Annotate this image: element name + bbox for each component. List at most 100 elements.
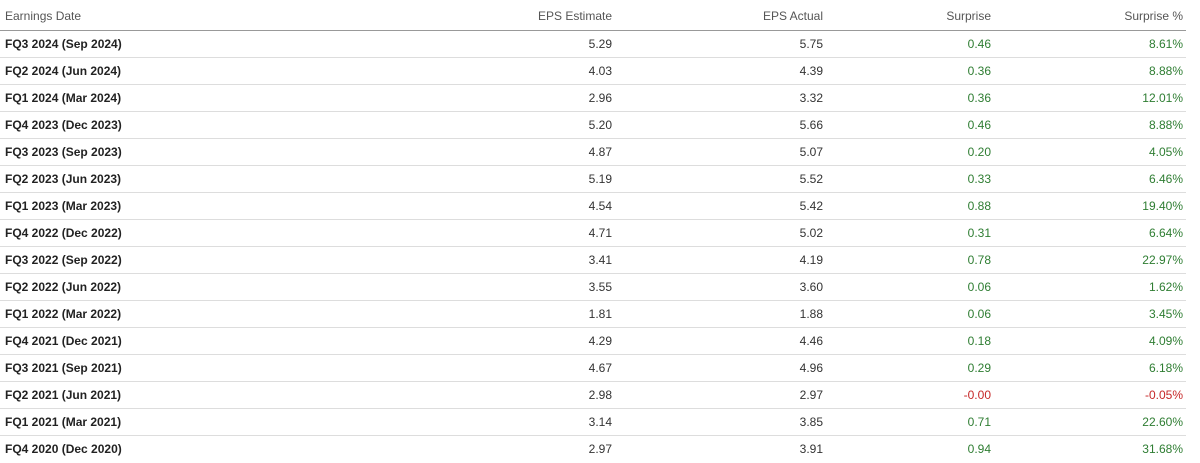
surprise-cell: 0.46 bbox=[967, 118, 991, 132]
eps-estimate-cell: 4.71 bbox=[588, 226, 612, 240]
surprise-cell: 0.06 bbox=[967, 307, 991, 321]
surprise-percent-cell: 6.46% bbox=[1148, 172, 1183, 186]
table-row: FQ4 2020 (Dec 2020) 2.97 3.91 0.94 31.68% bbox=[0, 436, 1186, 463]
surprise-percent-cell: 19.40% bbox=[1142, 199, 1183, 213]
earnings-date-cell: FQ2 2021 (Jun 2021) bbox=[5, 388, 122, 402]
eps-actual-cell: 2.97 bbox=[799, 388, 823, 402]
earnings-date-cell: FQ1 2022 (Mar 2022) bbox=[5, 307, 122, 321]
surprise-cell: 0.06 bbox=[967, 280, 991, 294]
surprise-percent-cell: 4.05% bbox=[1148, 145, 1183, 159]
table-row: FQ4 2021 (Dec 2021) 4.29 4.46 0.18 4.09% bbox=[0, 328, 1186, 355]
header-earnings-date[interactable]: Earnings Date bbox=[5, 9, 82, 23]
earnings-date-cell: FQ3 2024 (Sep 2024) bbox=[5, 37, 122, 51]
eps-estimate-cell: 1.81 bbox=[588, 307, 612, 321]
eps-estimate-cell: 5.29 bbox=[588, 37, 612, 51]
earnings-date-cell: FQ4 2022 (Dec 2022) bbox=[5, 226, 122, 240]
eps-estimate-cell: 3.14 bbox=[588, 415, 612, 429]
header-surprise-percent[interactable]: Surprise % bbox=[1124, 9, 1183, 23]
surprise-percent-cell: 31.68% bbox=[1142, 442, 1183, 456]
eps-estimate-cell: 2.98 bbox=[588, 388, 612, 402]
surprise-cell: 0.36 bbox=[967, 91, 991, 105]
earnings-date-cell: FQ2 2023 (Jun 2023) bbox=[5, 172, 122, 186]
surprise-cell: 0.94 bbox=[967, 442, 991, 456]
eps-estimate-cell: 3.55 bbox=[588, 280, 612, 294]
surprise-cell: 0.29 bbox=[967, 361, 991, 375]
surprise-percent-cell: 4.09% bbox=[1148, 334, 1183, 348]
eps-actual-cell: 5.52 bbox=[799, 172, 823, 186]
table-row: FQ4 2022 (Dec 2022) 4.71 5.02 0.31 6.64% bbox=[0, 220, 1186, 247]
eps-actual-cell: 3.85 bbox=[799, 415, 823, 429]
header-eps-actual[interactable]: EPS Actual bbox=[762, 9, 823, 23]
eps-estimate-cell: 2.96 bbox=[588, 91, 612, 105]
table-row: FQ2 2021 (Jun 2021) 2.98 2.97 -0.00 -0.05% bbox=[0, 382, 1186, 409]
table-row: FQ3 2024 (Sep 2024) 5.29 5.75 0.46 8.61% bbox=[0, 31, 1186, 58]
surprise-cell: 0.18 bbox=[967, 334, 991, 348]
earnings-date-cell: FQ4 2021 (Dec 2021) bbox=[5, 334, 122, 348]
eps-actual-cell: 3.32 bbox=[799, 91, 823, 105]
eps-actual-cell: 5.42 bbox=[799, 199, 823, 213]
table-row: FQ1 2024 (Mar 2024) 2.96 3.32 0.36 12.01% bbox=[0, 85, 1186, 112]
surprise-percent-cell: 6.64% bbox=[1148, 226, 1183, 240]
table-row: FQ3 2022 (Sep 2022) 3.41 4.19 0.78 22.97% bbox=[0, 247, 1186, 274]
eps-actual-cell: 5.02 bbox=[799, 226, 823, 240]
eps-actual-cell: 4.46 bbox=[799, 334, 823, 348]
earnings-date-cell: FQ4 2020 (Dec 2020) bbox=[5, 442, 122, 456]
table-row: FQ3 2023 (Sep 2023) 4.87 5.07 0.20 4.05% bbox=[0, 139, 1186, 166]
surprise-percent-cell: 3.45% bbox=[1148, 307, 1183, 321]
surprise-percent-cell: 8.88% bbox=[1148, 64, 1183, 78]
table-row: FQ1 2022 (Mar 2022) 1.81 1.88 0.06 3.45% bbox=[0, 301, 1186, 328]
surprise-cell: 0.71 bbox=[967, 415, 991, 429]
earnings-date-cell: FQ4 2023 (Dec 2023) bbox=[5, 118, 122, 132]
table-row: FQ2 2023 (Jun 2023) 5.19 5.52 0.33 6.46% bbox=[0, 166, 1186, 193]
eps-actual-cell: 4.39 bbox=[799, 64, 823, 78]
table-row: FQ2 2024 (Jun 2024) 4.03 4.39 0.36 8.88% bbox=[0, 58, 1186, 85]
surprise-cell: 0.33 bbox=[967, 172, 991, 186]
eps-actual-cell: 3.91 bbox=[799, 442, 823, 456]
earnings-date-cell: FQ2 2024 (Jun 2024) bbox=[5, 64, 122, 78]
surprise-cell: 0.36 bbox=[967, 64, 991, 78]
surprise-cell: 0.78 bbox=[967, 253, 991, 267]
table-row: FQ3 2021 (Sep 2021) 4.67 4.96 0.29 6.18% bbox=[0, 355, 1186, 382]
surprise-cell: -0.00 bbox=[963, 388, 991, 402]
earnings-date-cell: FQ1 2021 (Mar 2021) bbox=[5, 415, 122, 429]
earnings-date-cell: FQ1 2024 (Mar 2024) bbox=[5, 91, 122, 105]
surprise-cell: 0.46 bbox=[967, 37, 991, 51]
eps-estimate-cell: 3.41 bbox=[588, 253, 612, 267]
eps-estimate-cell: 4.29 bbox=[588, 334, 612, 348]
surprise-percent-cell: 6.18% bbox=[1148, 361, 1183, 375]
table-row: FQ1 2023 (Mar 2023) 4.54 5.42 0.88 19.40% bbox=[0, 193, 1186, 220]
earnings-date-cell: FQ3 2021 (Sep 2021) bbox=[5, 361, 122, 375]
header-surprise[interactable]: Surprise bbox=[946, 9, 991, 23]
surprise-percent-cell: 22.60% bbox=[1142, 415, 1183, 429]
eps-actual-cell: 5.66 bbox=[799, 118, 823, 132]
eps-actual-cell: 1.88 bbox=[799, 307, 823, 321]
header-eps-estimate[interactable]: EPS Estimate bbox=[537, 9, 612, 23]
surprise-percent-cell: 8.61% bbox=[1148, 37, 1183, 51]
surprise-cell: 0.88 bbox=[967, 199, 991, 213]
eps-actual-cell: 3.60 bbox=[799, 280, 823, 294]
eps-estimate-cell: 4.87 bbox=[588, 145, 612, 159]
surprise-cell: 0.31 bbox=[967, 226, 991, 240]
table-row: FQ2 2022 (Jun 2022) 3.55 3.60 0.06 1.62% bbox=[0, 274, 1186, 301]
earnings-date-cell: FQ2 2022 (Jun 2022) bbox=[5, 280, 122, 294]
earnings-date-cell: FQ1 2023 (Mar 2023) bbox=[5, 199, 122, 213]
surprise-percent-cell: -0.05% bbox=[1144, 388, 1183, 402]
surprise-percent-cell: 22.97% bbox=[1142, 253, 1183, 267]
surprise-percent-cell: 8.88% bbox=[1148, 118, 1183, 132]
surprise-percent-cell: 1.62% bbox=[1148, 280, 1183, 294]
eps-estimate-cell: 4.03 bbox=[588, 64, 612, 78]
earnings-date-cell: FQ3 2023 (Sep 2023) bbox=[5, 145, 122, 159]
table-body: FQ3 2024 (Sep 2024) 5.29 5.75 0.46 8.61% FQ2 … bbox=[0, 31, 1186, 463]
eps-actual-cell: 5.07 bbox=[799, 145, 823, 159]
eps-actual-cell: 5.75 bbox=[799, 37, 823, 51]
eps-estimate-cell: 4.67 bbox=[588, 361, 612, 375]
table-row: FQ4 2023 (Dec 2023) 5.20 5.66 0.46 8.88% bbox=[0, 112, 1186, 139]
eps-actual-cell: 4.96 bbox=[799, 361, 823, 375]
surprise-cell: 0.20 bbox=[967, 145, 991, 159]
eps-estimate-cell: 5.19 bbox=[588, 172, 612, 186]
eps-estimate-cell: 2.97 bbox=[588, 442, 612, 456]
earnings-date-cell: FQ3 2022 (Sep 2022) bbox=[5, 253, 122, 267]
eps-estimate-cell: 5.20 bbox=[588, 118, 612, 132]
table-row: FQ1 2021 (Mar 2021) 3.14 3.85 0.71 22.60% bbox=[0, 409, 1186, 436]
table-header-row: Earnings Date EPS Estimate EPS Actual Su… bbox=[0, 3, 1186, 31]
